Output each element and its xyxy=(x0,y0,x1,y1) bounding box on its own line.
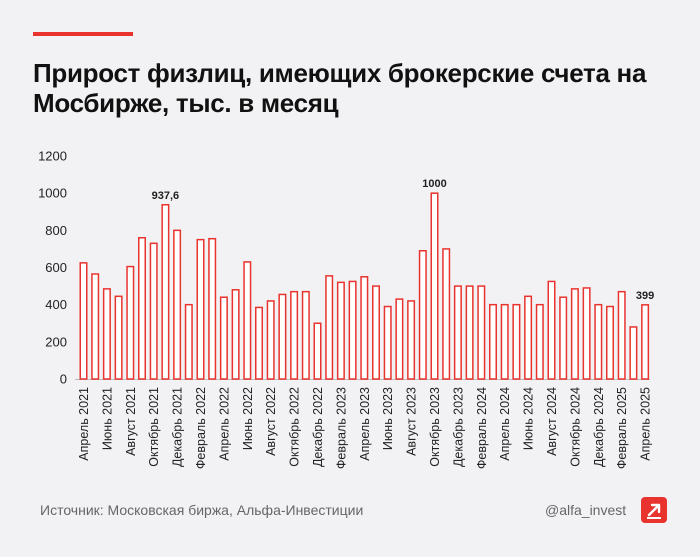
bar xyxy=(641,304,650,380)
x-tick-label: Октябрь 2021 xyxy=(147,387,161,467)
bar xyxy=(126,265,135,380)
bar xyxy=(477,285,486,380)
x-tick-label: Декабрь 2022 xyxy=(311,387,325,467)
bar xyxy=(301,290,310,380)
bar xyxy=(91,273,100,380)
bar xyxy=(559,296,568,380)
bar xyxy=(407,300,416,380)
bar xyxy=(266,300,275,380)
bar xyxy=(617,290,626,380)
bar xyxy=(606,305,614,380)
bar xyxy=(465,285,474,380)
bar xyxy=(255,306,263,380)
bar xyxy=(325,275,334,380)
x-tick-label: Август 2024 xyxy=(545,387,559,456)
y-tick-label: 1000 xyxy=(38,186,67,201)
x-tick-label: Июнь 2023 xyxy=(381,387,395,450)
x-tick-label: Июнь 2021 xyxy=(100,387,114,450)
x-tick-label: Апрель 2024 xyxy=(498,387,512,461)
bar xyxy=(79,262,88,380)
x-tick-label: Декабрь 2023 xyxy=(451,387,465,467)
chart-title: Прирост физлиц, имеющих брокерские счета… xyxy=(33,58,647,118)
bar xyxy=(512,303,521,380)
bar xyxy=(278,293,287,380)
x-tick-label: Декабрь 2024 xyxy=(592,387,606,467)
bar xyxy=(173,229,182,380)
x-tick-label: Апрель 2025 xyxy=(639,387,653,461)
bar xyxy=(547,280,556,380)
x-tick-label: Февраль 2022 xyxy=(194,387,208,469)
x-tick-label: Апрель 2021 xyxy=(77,387,91,461)
bar xyxy=(395,298,404,380)
x-tick-label: Февраль 2023 xyxy=(334,387,348,469)
bar xyxy=(383,305,392,380)
bar xyxy=(570,288,579,380)
bar xyxy=(313,322,322,380)
y-tick-label: 400 xyxy=(45,297,67,312)
bar xyxy=(594,303,603,380)
social-handle[interactable]: @alfa_invest xyxy=(545,502,627,518)
bar xyxy=(442,248,451,380)
x-tick-label: Апрель 2022 xyxy=(217,387,231,461)
bar-chart: 0 200 400 600 800 1000 1200 937,6 1000 399 Апрель … xyxy=(38,149,654,470)
y-tick-label: 600 xyxy=(45,260,67,275)
x-tick-label: Июнь 2024 xyxy=(522,387,536,450)
alfa-logo-icon xyxy=(641,497,667,523)
bar xyxy=(208,237,217,380)
bar xyxy=(114,295,123,380)
bar xyxy=(161,204,170,380)
x-tick-label: Июнь 2022 xyxy=(241,387,255,450)
y-tick-label: 200 xyxy=(45,334,67,349)
y-tick-label: 800 xyxy=(45,223,67,238)
bar xyxy=(196,238,205,380)
bar xyxy=(500,303,509,380)
x-tick-label: Октябрь 2023 xyxy=(428,387,442,467)
x-tick-label: Апрель 2023 xyxy=(358,387,372,461)
bar xyxy=(360,276,369,380)
bar xyxy=(138,237,146,380)
x-tick-label: Август 2023 xyxy=(405,387,419,456)
accent-line xyxy=(33,32,133,36)
x-tick-label: Декабрь 2021 xyxy=(171,387,185,467)
x-tick-label: Февраль 2025 xyxy=(615,387,629,469)
y-tick-label: 1200 xyxy=(38,149,67,164)
data-label: 1000 xyxy=(422,178,446,190)
data-label: 937,6 xyxy=(152,190,180,202)
bar xyxy=(453,285,462,380)
bar xyxy=(582,287,591,380)
bar xyxy=(184,303,193,380)
bar xyxy=(243,261,252,380)
bar xyxy=(372,285,380,380)
x-tick-label: Февраль 2024 xyxy=(475,387,489,469)
data-label: 399 xyxy=(636,290,654,302)
bar xyxy=(219,296,228,380)
bar xyxy=(430,192,439,380)
y-tick-label: 0 xyxy=(60,372,67,387)
bar xyxy=(629,326,638,380)
x-tick-label: Август 2022 xyxy=(264,387,278,456)
bar xyxy=(149,242,158,380)
bar xyxy=(348,280,357,380)
bar xyxy=(290,290,299,380)
x-tick-label: Октябрь 2024 xyxy=(568,387,582,467)
x-tick-label: Август 2021 xyxy=(124,387,138,456)
bar xyxy=(102,288,111,380)
bar xyxy=(524,295,533,380)
bar xyxy=(336,281,345,380)
bar xyxy=(231,289,240,380)
bar xyxy=(418,250,427,380)
source-text: Источник: Московская биржа, Альфа-Инвест… xyxy=(40,502,364,518)
bar xyxy=(535,303,544,380)
x-tick-label: Октябрь 2022 xyxy=(288,387,302,467)
bar xyxy=(489,303,497,380)
